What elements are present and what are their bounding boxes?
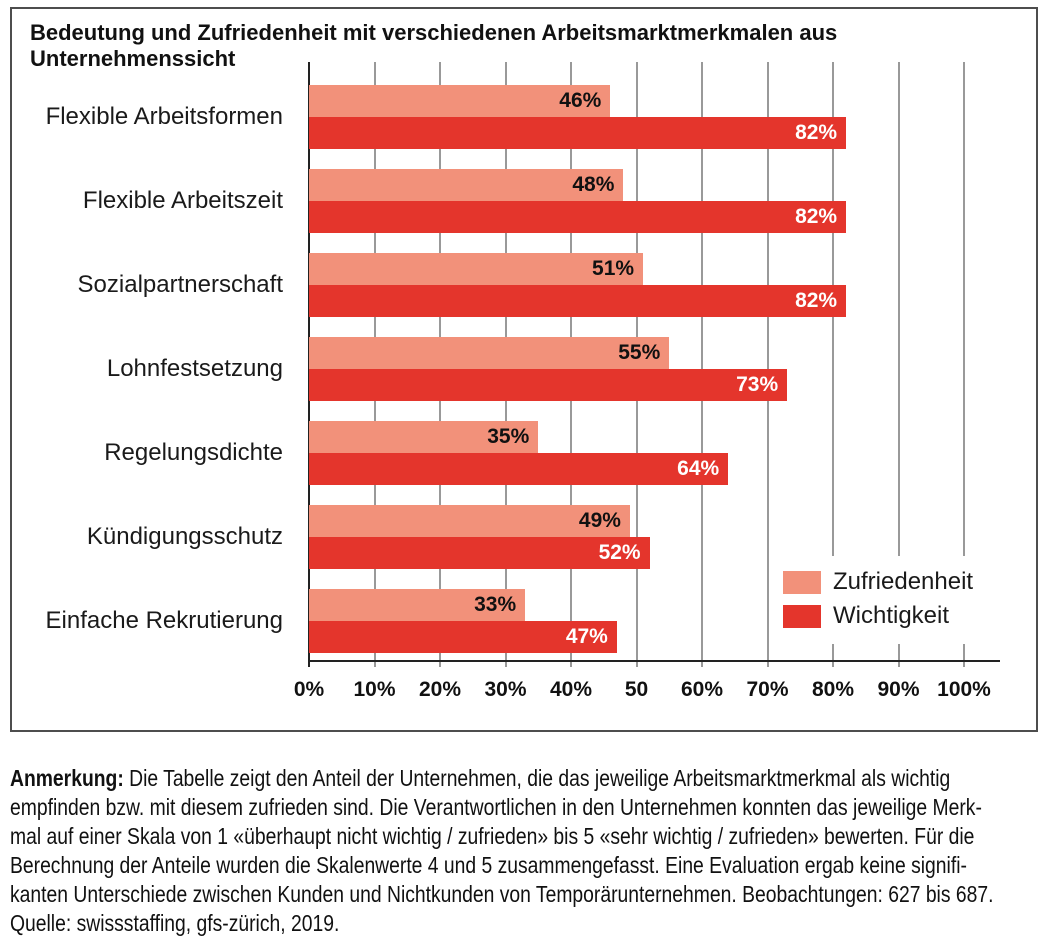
bar-zufriedenheit: 51% [309, 253, 644, 285]
note-line-3: mal auf einer Skala von 1 «überhaupt nic… [10, 823, 975, 849]
x-tick-label: 0% [293, 678, 325, 701]
legend-label-wichtigkeit: Wichtigkeit [833, 602, 950, 629]
x-tick-label: 20% [418, 678, 462, 701]
bar-value-label: 73% [736, 373, 779, 396]
legend-item-wichtigkeit: Wichtigkeit [783, 602, 973, 630]
x-tick-label: 50 [624, 678, 649, 701]
legend-swatch-wichtigkeit-icon [783, 604, 821, 628]
bar-zufriedenheit: 46% [309, 85, 611, 117]
bar-value-label: 48% [572, 173, 615, 196]
bar-zufriedenheit: 48% [309, 169, 624, 201]
x-tick-label: 70% [746, 678, 789, 701]
bar-value-label: 64% [677, 457, 720, 480]
x-tick-label: 60% [680, 678, 724, 701]
note-block: Anmerkung: Die Tabelle zeigt den Anteil … [10, 764, 1047, 938]
bar-value-label: 82% [795, 121, 838, 144]
bar-wichtigkeit: 64% [309, 453, 729, 485]
plot-area: Zufriedenheit Wichtigkeit 0% 10% 20% 30% 40%… [294, 62, 1000, 701]
bar-value-label: 55% [618, 341, 661, 364]
gridline [701, 62, 703, 667]
note-line-6: Quelle: swissstaffing, gfs-zürich, 2019. [10, 910, 340, 936]
bar-wichtigkeit: 47% [309, 621, 617, 653]
x-tick-label: 30% [484, 678, 527, 701]
gridline [963, 62, 965, 667]
legend: Zufriedenheit Wichtigkeit [779, 556, 988, 644]
bar-zufriedenheit: 49% [309, 505, 630, 537]
note-line-4: Berechnung der Anteile wurden die Skalen… [10, 852, 967, 878]
x-tick-label: 40% [549, 678, 593, 701]
bar-zufriedenheit: 33% [309, 589, 526, 621]
bar-wichtigkeit: 82% [309, 117, 847, 149]
legend-swatch-zufriedenheit-icon [783, 570, 821, 594]
bar-zufriedenheit: 55% [309, 337, 670, 369]
category-label: Regelungsdichte [104, 439, 283, 466]
note-line-2: empfinden bzw. mit diesem zufrieden sind… [10, 794, 982, 820]
category-label: Flexible Arbeitsformen [45, 103, 283, 130]
bar-wichtigkeit: 73% [309, 369, 788, 401]
category-label: Lohnfestsetzung [106, 355, 283, 382]
x-axis-line [308, 660, 1000, 662]
legend-item-zufriedenheit: Zufriedenheit [783, 568, 973, 596]
category-label: Kündigungsschutz [86, 523, 283, 550]
bar-value-label: 46% [559, 89, 602, 112]
bar-value-label: 47% [565, 625, 608, 648]
bar-value-label: 82% [795, 205, 838, 228]
category-label: Flexible Arbeitszeit [82, 187, 283, 214]
gridline [897, 62, 900, 667]
x-tick-label: 80% [811, 678, 855, 701]
bar-wichtigkeit: 52% [309, 537, 650, 569]
category-label: Einfache Rekrutierung [45, 607, 283, 634]
bar-value-label: 82% [795, 289, 838, 312]
chart-title-line1: Bedeutung und Zufriedenheit mit verschie… [30, 20, 838, 45]
category-axis: Flexible Arbeitsformen Flexible Arbeitsze… [0, 62, 283, 662]
bar-value-label: 51% [592, 257, 635, 280]
bar-wichtigkeit: 82% [309, 285, 847, 317]
legend-label-zufriedenheit: Zufriedenheit [833, 568, 974, 595]
gridline [832, 62, 834, 667]
note-line-5: kanten Unterschiede zwischen Kunden und … [10, 881, 994, 907]
bar-value-label: 35% [487, 425, 530, 448]
chart-title: Bedeutung und Zufriedenheit mit verschie… [30, 20, 1010, 72]
chart-title-line2: Unternehmenssicht [30, 46, 236, 71]
x-tick-label: 100% [937, 678, 991, 701]
gridline [766, 62, 769, 667]
x-tick-label: 90% [877, 678, 920, 701]
note-label: Anmerkung: [10, 765, 124, 791]
category-label: Sozialpartnerschaft [77, 271, 283, 298]
note-line-1: Anmerkung: Die Tabelle zeigt den Anteil … [10, 764, 1047, 793]
x-tick-label: 10% [353, 678, 396, 701]
bar-value-label: 33% [474, 593, 517, 616]
note-line-1-text: Die Tabelle zeigt den Anteil der Unterne… [123, 765, 951, 791]
bar-value-label: 52% [598, 541, 641, 564]
bar-wichtigkeit: 82% [309, 201, 847, 233]
bar-value-label: 49% [578, 509, 621, 532]
bar-zufriedenheit: 35% [309, 421, 539, 453]
